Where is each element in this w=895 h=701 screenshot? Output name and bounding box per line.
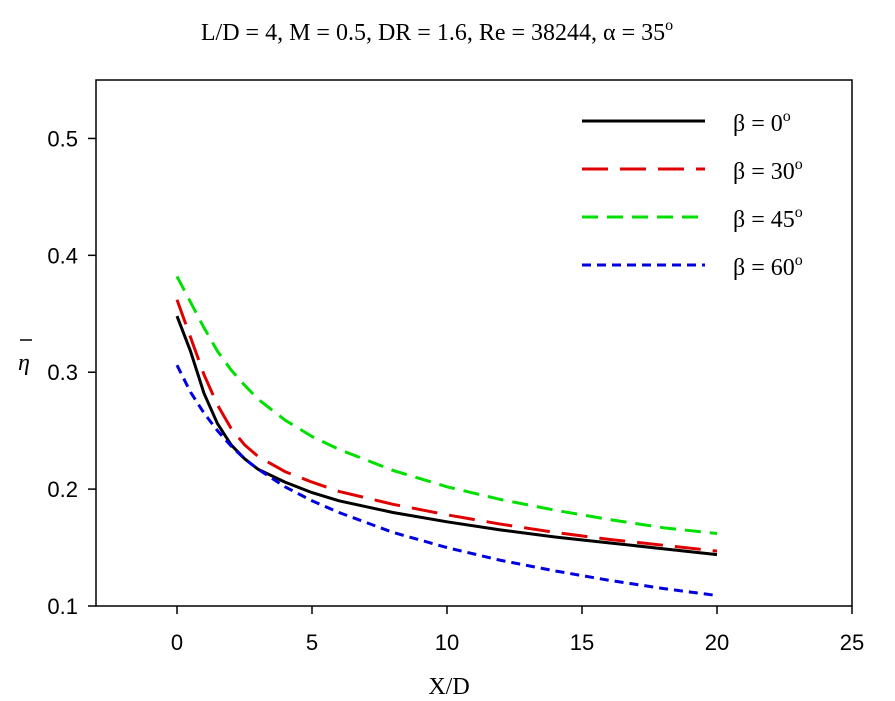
series-line-1 — [175, 299, 718, 553]
legend-text-3: β = 60 — [733, 255, 795, 281]
series-line-3 — [175, 364, 718, 597]
legend-superscript-1: o — [795, 156, 803, 173]
legend-label-3: β = 60o — [733, 252, 803, 281]
legend-text-0: β = 0 — [733, 111, 783, 137]
chart-title-superscript: o — [665, 17, 673, 34]
plot-frame — [95, 79, 853, 607]
x-tick-label-2: 10 — [435, 630, 459, 655]
x-tick-label-4: 20 — [705, 630, 729, 655]
x-axis-label: X/D — [428, 674, 469, 700]
series-line-0 — [175, 315, 718, 557]
x-tick-label-0: 0 — [171, 630, 183, 655]
x-tick-label-1: 5 — [306, 630, 318, 655]
legend-superscript-0: o — [783, 108, 791, 125]
legend-superscript-2: o — [795, 204, 803, 221]
legend-label-0: β = 0o — [733, 108, 791, 137]
legend-label-1: β = 30o — [733, 156, 803, 185]
x-tick-label-3: 15 — [570, 630, 594, 655]
axes-layer: 0 5 10 15 20 25 0.1 0.2 0.3 0.4 0.5 — [47, 126, 864, 655]
plot-area — [95, 79, 853, 607]
y-tick-label-3: 0.4 — [47, 243, 78, 268]
series-layer — [175, 275, 718, 597]
y-tick-label-4: 0.5 — [47, 126, 78, 151]
y-axis-label: η — [18, 350, 30, 376]
y-axis-label-group: η — [18, 339, 32, 376]
y-tick-label-0: 0.1 — [47, 594, 78, 619]
x-tick-label-5: 25 — [840, 630, 864, 655]
legend-text-1: β = 30 — [733, 159, 795, 185]
chart-title: L/D = 4, M = 0.5, DR = 1.6, Re = 38244, … — [201, 17, 673, 46]
legend-text-2: β = 45 — [733, 207, 795, 233]
y-tick-label-2: 0.3 — [47, 360, 78, 385]
legend-superscript-3: o — [795, 252, 803, 269]
y-tick-label-1: 0.2 — [47, 477, 78, 502]
chart-title-text: L/D = 4, M = 0.5, DR = 1.6, Re = 38244, … — [201, 20, 665, 46]
legend-label-2: β = 45o — [733, 204, 803, 233]
series-line-2 — [175, 275, 718, 535]
